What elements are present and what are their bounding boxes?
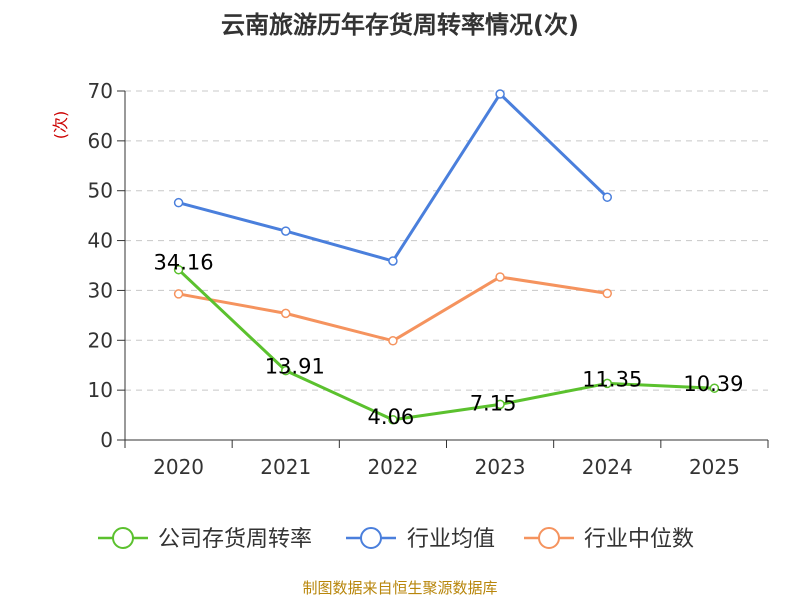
legend-swatch-marker [538, 527, 560, 549]
axes: 0 10 20 30 40 50 60 70 2020 2021 2022 2023 2024 2025 [88, 79, 769, 479]
series-line-0 [177, 268, 715, 422]
legend-label: 行业中位数 [584, 527, 694, 552]
legend[interactable]: 公司存货周转率 行业均值 行业中位数 [98, 527, 694, 552]
x-tick-label: 2021 [260, 455, 311, 479]
legend-swatch-marker [360, 527, 382, 549]
data-point [388, 336, 398, 346]
y-tick-label: 70 [88, 79, 113, 103]
data-point [602, 378, 612, 389]
y-tick-label: 30 [88, 278, 113, 302]
data-label: 10.39 [683, 372, 743, 396]
legend-item-0[interactable]: 公司存货周转率 [98, 527, 312, 552]
legend-label: 公司存货周转率 [158, 527, 312, 552]
legend-item-2[interactable]: 行业中位数 [524, 527, 694, 552]
data-point [281, 226, 291, 236]
series-line-1 [178, 92, 609, 263]
data-label: 4.06 [368, 405, 415, 429]
data-point [709, 383, 720, 393]
x-tick-label: 2020 [153, 455, 204, 479]
series-lines [173, 89, 720, 425]
x-tick-label: 2025 [689, 455, 740, 479]
data-point [602, 192, 612, 202]
data-point [495, 89, 505, 99]
source-note: 制图数据来自恒生聚源数据库 [302, 579, 497, 597]
y-tick-label: 0 [100, 428, 113, 452]
chart-title: 云南旅游历年存货周转率情况(次) [221, 11, 579, 39]
data-labels: 34.16 13.91 4.06 7.15 11.35 10.39 [154, 251, 744, 429]
y-tick-label: 60 [88, 129, 113, 153]
data-point [388, 415, 398, 425]
data-point [495, 399, 505, 410]
data-point [173, 264, 184, 275]
data-point [388, 256, 398, 266]
y-tick-label: 40 [88, 229, 113, 253]
data-point [281, 365, 291, 376]
y-axis-unit-label: (次) [51, 111, 70, 140]
y-tick-label: 20 [88, 328, 113, 352]
x-tick-label: 2023 [475, 455, 526, 479]
data-point [173, 197, 184, 208]
legend-item-1[interactable]: 行业均值 [346, 527, 495, 552]
legend-swatch-marker [112, 527, 134, 549]
data-label: 11.35 [582, 367, 642, 391]
data-label: 13.91 [265, 355, 325, 379]
legend-label: 行业均值 [407, 527, 495, 552]
x-tick-label: 2022 [367, 455, 418, 479]
data-label: 7.15 [470, 391, 517, 415]
y-tick-label: 50 [88, 179, 113, 203]
data-point [602, 288, 612, 299]
data-point [495, 272, 505, 282]
x-tick-label: 2024 [582, 455, 633, 479]
data-point [281, 308, 291, 319]
data-point [173, 289, 184, 299]
y-tick-label: 10 [88, 378, 113, 402]
grid-lines [125, 90, 768, 391]
data-label: 34.16 [154, 251, 214, 275]
